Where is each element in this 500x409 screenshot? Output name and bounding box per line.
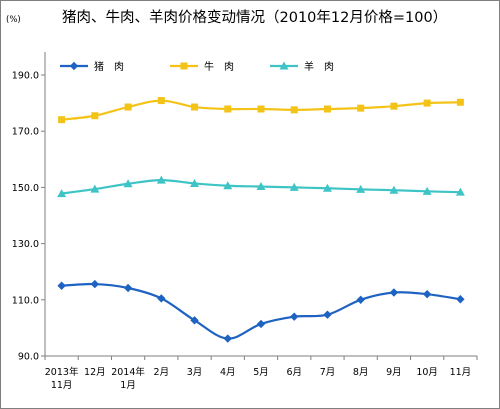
y-tick-label: 190.0 xyxy=(12,71,39,82)
y-unit-label: (%) xyxy=(6,15,21,25)
series-3-point xyxy=(289,182,299,191)
x-tick-label: 5月 xyxy=(253,367,269,378)
x-tick-label: 4月 xyxy=(220,367,236,378)
legend-marker-1 xyxy=(69,61,79,71)
x-tick-label: 12月 xyxy=(84,367,106,378)
series-3-point xyxy=(190,178,200,187)
series-1-point xyxy=(290,312,299,321)
series-3-point xyxy=(389,185,399,194)
x-tick-label: 7月 xyxy=(320,367,336,378)
series-2-point xyxy=(124,103,132,111)
series-1-point xyxy=(57,281,66,290)
series-line-1 xyxy=(61,282,461,340)
series-3-point xyxy=(57,189,67,198)
legend-label-2: 牛 肉 xyxy=(204,60,234,73)
series-1-point xyxy=(456,295,465,304)
series-1-point xyxy=(223,334,232,343)
x-tick-label: 2014年 xyxy=(111,366,145,378)
series-1-point xyxy=(389,288,399,297)
y-tick-label: 110.0 xyxy=(12,295,39,306)
x-tick-label: 2013年 xyxy=(45,366,79,378)
series-3-point xyxy=(422,186,432,195)
series-3-point xyxy=(322,183,332,192)
series-1-point xyxy=(256,319,266,329)
series-2-point xyxy=(58,116,66,124)
series-2-point xyxy=(257,105,265,113)
series-3-point xyxy=(156,175,166,184)
series-2-point xyxy=(224,105,232,113)
x-tick-label: 6月 xyxy=(286,367,302,378)
series-2-point xyxy=(423,99,431,107)
series-3-point xyxy=(356,184,366,193)
series-1-point xyxy=(422,289,432,299)
chart-title: 猪肉、牛肉、羊肉价格变动情况（2010年12月价格=100） xyxy=(62,9,447,26)
series-1-point xyxy=(323,310,332,319)
series-3-point xyxy=(455,187,465,196)
series-3-point xyxy=(90,184,100,193)
series-3-point xyxy=(256,182,266,191)
legend-marker-3 xyxy=(279,61,289,70)
y-tick-label: 130.0 xyxy=(12,239,39,250)
legend-label-3: 羊 肉 xyxy=(304,60,334,73)
legend-marker-2 xyxy=(180,62,188,70)
x-tick-label: 2月 xyxy=(154,367,170,378)
x-tick-label: 3月 xyxy=(187,367,203,378)
y-tick-label: 90.0 xyxy=(18,352,39,363)
series-2-point xyxy=(456,98,464,106)
series-2-point xyxy=(157,97,165,105)
series-1-point xyxy=(90,279,100,289)
y-tick-label: 170.0 xyxy=(12,127,39,138)
legend-label-1: 猪 肉 xyxy=(94,60,124,73)
series-1-point xyxy=(356,295,365,304)
series-1-point xyxy=(123,283,133,293)
x-tick-label: 10月 xyxy=(416,367,438,378)
y-tick-label: 150.0 xyxy=(12,183,39,194)
x-tick-label: 11月 xyxy=(51,380,73,391)
series-3-point xyxy=(223,181,233,190)
series-2-point xyxy=(290,106,298,114)
series-2-point xyxy=(91,112,99,120)
series-1-point xyxy=(157,294,166,303)
series-2-point xyxy=(357,104,365,112)
series-2-point xyxy=(191,103,199,111)
series-2-point xyxy=(323,105,331,113)
x-tick-label: 1月 xyxy=(120,380,136,391)
series-2-point xyxy=(390,102,398,110)
x-tick-label: 8月 xyxy=(353,367,369,378)
x-tick-label: 11月 xyxy=(450,367,472,378)
series-1-point xyxy=(190,316,199,325)
x-tick-label: 9月 xyxy=(386,367,402,378)
series-3-point xyxy=(123,179,133,188)
